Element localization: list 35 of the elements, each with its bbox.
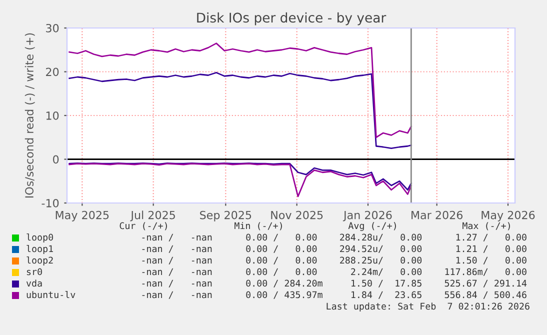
- legend-label: vda: [26, 280, 42, 287]
- legend-label: ubuntu-lv: [26, 291, 76, 298]
- x-tick-label: Sep 2025: [200, 210, 252, 222]
- line-series: [68, 162, 412, 191]
- text: -nan / -nan 0.00 / 0.00 288.25u/ 0.00 1.50 / 0.00: [142, 256, 526, 264]
- y-tick-label: 20: [46, 68, 59, 76]
- text: -nan / -nan 0.00 / 0.00 284.28u/ 0.00 1.27 / 0.00: [142, 234, 526, 242]
- legend-label: sr0: [26, 268, 42, 276]
- line-series: [68, 42, 412, 138]
- x-tick-label: May 2025: [56, 210, 109, 222]
- text: -nan / -nan 0.00 / 0.00 294.52u/ 0.00 1.21 / 0.00: [142, 245, 526, 253]
- x-tick-label: Mar 2026: [412, 210, 463, 220]
- y-tick-label: -10: [42, 198, 59, 208]
- text: Avg (-/+): [348, 222, 396, 231]
- x-tick-label: Jan 2026: [342, 210, 392, 222]
- text: -nan / -nan 0.00 / 435.97m 1.84 / 23.65 556.84 / 500.46: [142, 291, 526, 299]
- text: Min (-/+): [234, 222, 282, 230]
- x-tick-label: May 2026: [482, 210, 535, 222]
- text: -nan / -nan 0.00 / 0.00 2.24m/ 0.00 117.86m/ 0.00: [142, 268, 526, 276]
- y-tick-label: 0: [53, 155, 59, 164]
- x-tick-label: Nov 2025: [271, 210, 323, 220]
- legend-label: loop1: [26, 245, 53, 254]
- legend-label: loop0: [26, 234, 53, 242]
- line-series: [68, 162, 412, 198]
- text: Cur (-/+): [120, 222, 167, 230]
- text: Max (-/+): [462, 222, 510, 230]
- text: Last update: Sat Feb 7 02:01:26 2026: [326, 302, 530, 312]
- line-series: [68, 72, 412, 150]
- chart-title: Disk IOs per device - by year: [197, 12, 386, 26]
- y-tick-label: 30: [46, 24, 59, 32]
- y-axis-title: IOs/second read (-) / write (+): [24, 33, 35, 198]
- y-tick-label: 10: [46, 111, 59, 120]
- legend-label: loop2: [26, 256, 53, 266]
- x-tick-label: Jul 2025: [130, 210, 175, 222]
- text: -nan / -nan 0.00 / 284.20m 1.50 / 17.85 525.67 / 291.14: [142, 280, 527, 288]
